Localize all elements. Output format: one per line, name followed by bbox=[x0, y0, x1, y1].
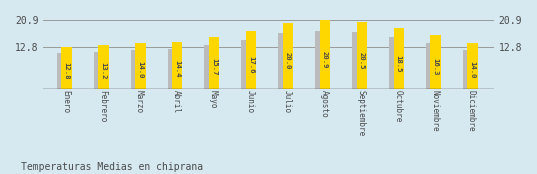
Bar bbox=[315, 30, 323, 89]
Bar bbox=[352, 32, 360, 89]
Bar bbox=[278, 33, 286, 89]
Bar bbox=[93, 52, 102, 89]
Bar bbox=[61, 47, 72, 89]
Text: 14.0: 14.0 bbox=[469, 61, 476, 78]
Text: 16.3: 16.3 bbox=[433, 58, 439, 75]
Bar bbox=[57, 53, 65, 89]
Bar bbox=[320, 20, 330, 89]
Bar bbox=[241, 40, 250, 89]
Text: 17.6: 17.6 bbox=[248, 56, 254, 73]
Text: 18.5: 18.5 bbox=[396, 54, 402, 72]
Bar bbox=[98, 45, 108, 89]
Text: 14.0: 14.0 bbox=[137, 61, 143, 78]
Bar bbox=[130, 50, 139, 89]
Bar bbox=[168, 49, 176, 89]
Text: Temperaturas Medias en chiprana: Temperaturas Medias en chiprana bbox=[21, 162, 204, 172]
Bar bbox=[426, 43, 434, 89]
Bar bbox=[389, 37, 397, 89]
Bar bbox=[394, 28, 404, 89]
Text: 20.0: 20.0 bbox=[285, 53, 291, 70]
Text: 12.8: 12.8 bbox=[63, 62, 69, 80]
Bar bbox=[431, 35, 441, 89]
Bar bbox=[209, 37, 219, 89]
Text: 20.9: 20.9 bbox=[322, 51, 328, 69]
Bar bbox=[172, 42, 183, 89]
Text: 20.5: 20.5 bbox=[359, 52, 365, 69]
Bar bbox=[135, 43, 146, 89]
Text: 15.7: 15.7 bbox=[211, 58, 217, 76]
Text: 13.2: 13.2 bbox=[100, 62, 106, 79]
Bar bbox=[463, 50, 471, 89]
Bar bbox=[357, 22, 367, 89]
Text: 14.4: 14.4 bbox=[175, 60, 180, 78]
Bar bbox=[246, 31, 256, 89]
Bar bbox=[205, 45, 213, 89]
Bar bbox=[283, 23, 293, 89]
Bar bbox=[467, 43, 478, 89]
